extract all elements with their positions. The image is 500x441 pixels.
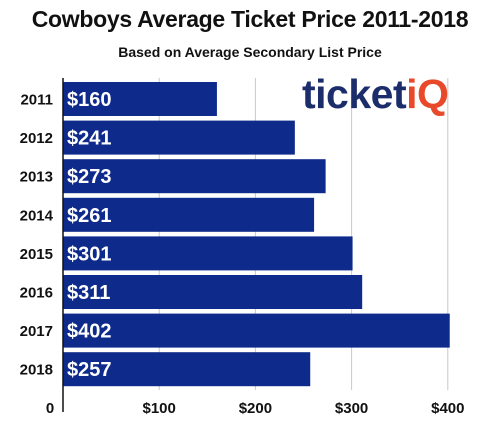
chart-title: Cowboys Average Ticket Price 2011-2018 <box>31 6 469 32</box>
category-label-2011: 2011 <box>20 92 53 109</box>
logo-text-accent: iQ <box>406 71 449 117</box>
category-label-2012: 2012 <box>20 130 53 147</box>
bar-2016 <box>63 275 363 309</box>
category-label-2016: 2016 <box>20 285 53 302</box>
bar-2017 <box>63 313 450 348</box>
bar-2011 <box>63 82 217 116</box>
category-label-2013: 2013 <box>20 169 53 186</box>
data-label-2017: $402 <box>67 321 112 343</box>
bar-2013 <box>63 159 326 194</box>
bar-layer: $160 $241 $273 $261 $301 $311 $402 $257 <box>63 82 450 387</box>
category-label-2017: 2017 <box>20 323 53 340</box>
category-label-2014: 2014 <box>20 207 54 224</box>
category-label-2018: 2018 <box>20 362 53 379</box>
category-label-2015: 2015 <box>20 246 53 263</box>
bar-2015 <box>63 236 353 271</box>
bar-2012 <box>63 120 295 155</box>
data-label-2011: $160 <box>67 89 112 111</box>
bar-2018 <box>63 352 311 387</box>
ticketiq-logo: ticketiQ <box>302 71 449 117</box>
logo-text-main: ticket <box>302 71 407 117</box>
axis-layer: 0 $100 $200 $300 $400 2011 2012 2013 2014 2015 201… <box>20 78 464 417</box>
data-label-2014: $261 <box>67 205 112 227</box>
x-tick-label: $400 <box>431 400 464 417</box>
data-label-2015: $301 <box>67 243 112 265</box>
bar-2014 <box>63 197 315 232</box>
x-tick-label: 0 <box>46 400 54 417</box>
x-tick-label: $100 <box>143 400 176 417</box>
data-label-2013: $273 <box>67 166 112 188</box>
x-tick-label: $300 <box>335 400 368 417</box>
data-label-2016: $311 <box>67 282 110 304</box>
x-tick-label: $200 <box>239 400 272 417</box>
data-label-2012: $241 <box>67 128 112 150</box>
chart-subtitle: Based on Average Secondary List Price <box>118 44 382 60</box>
data-label-2018: $257 <box>67 359 112 381</box>
